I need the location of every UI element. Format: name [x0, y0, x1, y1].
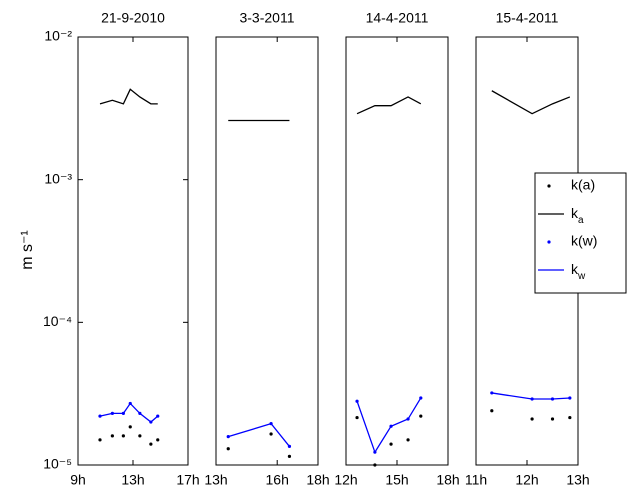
- x-tick-label: 9h: [70, 472, 86, 488]
- y-tick-label: 10⁻²: [44, 28, 72, 44]
- series-dot: [419, 414, 423, 418]
- legend-label: k(w): [571, 233, 597, 249]
- series-dot: [128, 425, 132, 429]
- series-dot: [269, 432, 273, 436]
- series-dot: [568, 396, 572, 400]
- series-dot: [389, 442, 393, 446]
- panel-title: 21-9-2010: [101, 10, 165, 26]
- x-tick-label: 13h: [121, 472, 144, 488]
- series-dot: [121, 434, 125, 438]
- legend-dot: [547, 184, 551, 188]
- series-dot: [287, 454, 292, 458]
- series-line: [356, 397, 422, 454]
- legend-label: k(a): [571, 177, 595, 193]
- series-dot: [406, 438, 410, 442]
- series-dot: [530, 417, 534, 421]
- series-dot: [98, 438, 102, 442]
- series-dot: [110, 434, 114, 438]
- legend-label: ka: [571, 205, 584, 226]
- series-line: [99, 402, 159, 423]
- panel-title: 3-3-2011: [239, 10, 294, 26]
- legend-label: kw: [571, 261, 586, 282]
- x-tick-label: 12h: [334, 472, 357, 488]
- y-tick-label: 10⁻⁵: [43, 456, 72, 472]
- x-tick-label: 13h: [204, 472, 227, 488]
- panel-title: 15-4-2011: [496, 10, 559, 26]
- series-line: [491, 392, 570, 400]
- series-dot: [568, 415, 572, 420]
- plot-frame: [77, 36, 189, 466]
- legend-dot: [547, 240, 551, 244]
- series-line: [99, 88, 158, 105]
- x-tick-label: 18h: [436, 472, 459, 488]
- x-tick-label: 13h: [566, 472, 589, 488]
- series-dot: [149, 442, 153, 446]
- series-dot: [373, 463, 377, 467]
- x-tick-label: 17h: [176, 472, 199, 488]
- plot-frame: [215, 36, 319, 466]
- x-tick-label: 12h: [515, 472, 538, 488]
- series-dot: [156, 438, 160, 442]
- series-line: [491, 90, 571, 115]
- y-tick-label: 10⁻⁴: [43, 313, 72, 329]
- series-dot: [138, 434, 142, 438]
- y-tick-label: 10⁻³: [44, 170, 72, 186]
- panel-title: 14-4-2011: [366, 10, 429, 26]
- plot-frame: [345, 36, 449, 466]
- x-tick-label: 15h: [385, 472, 408, 488]
- x-tick-label: 16h: [266, 472, 289, 488]
- series-dot: [355, 415, 359, 420]
- y-axis-label: m s⁻¹: [19, 230, 36, 270]
- series-dot: [226, 447, 230, 451]
- legend-box: [534, 172, 627, 294]
- x-tick-label: 18h: [306, 472, 329, 488]
- series-line: [356, 96, 422, 115]
- series-line: [228, 422, 290, 447]
- series-dot: [550, 417, 555, 421]
- series-dot: [490, 409, 494, 413]
- x-tick-label: 11h: [465, 472, 487, 488]
